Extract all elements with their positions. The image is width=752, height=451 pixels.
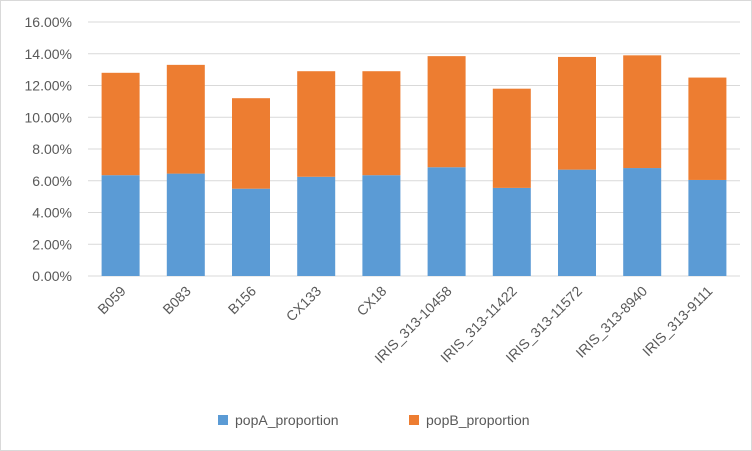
y-tick-label: 6.00% bbox=[32, 173, 72, 189]
x-tick-label: IRIS_313-9111 bbox=[639, 283, 716, 360]
bar-popA_proportion-B083 bbox=[166, 173, 205, 276]
legend: popA_proportion popB_proportion bbox=[218, 412, 530, 428]
bar-popB_proportion-IRIS_313-11422 bbox=[492, 88, 531, 188]
legend-swatch-popB_proportion bbox=[409, 415, 419, 425]
y-tick-label: 10.00% bbox=[25, 109, 72, 125]
x-axis: B059 B083 B156 CX133 CX18IRIS_313-10458IRIS_… bbox=[94, 283, 715, 367]
bar-popB_proportion-CX133 bbox=[297, 71, 336, 177]
x-tick-label: B083 bbox=[159, 283, 194, 318]
bar-popB_proportion-CX18 bbox=[362, 71, 401, 176]
y-tick-label: 0.00% bbox=[32, 268, 72, 284]
bar-popA_proportion-IRIS_313-11422 bbox=[492, 187, 531, 276]
legend-label: popB_proportion bbox=[426, 412, 530, 428]
bar-popA_proportion-IRIS_313-10458 bbox=[427, 167, 466, 276]
bar-popA_proportion-IRIS_313-9111 bbox=[688, 179, 727, 276]
y-tick-label: 14.00% bbox=[25, 46, 72, 62]
bars bbox=[101, 55, 727, 276]
x-tick-label: CX18 bbox=[353, 283, 389, 319]
legend-swatch-popA_proportion bbox=[218, 415, 228, 425]
y-tick-label: 2.00% bbox=[32, 236, 72, 252]
bar-popA_proportion-CX133 bbox=[297, 176, 336, 276]
x-tick-label: B059 bbox=[94, 283, 129, 318]
x-tick-label: B156 bbox=[225, 283, 260, 318]
bar-popA_proportion-IRIS_313-8940 bbox=[623, 168, 662, 276]
x-tick-label: CX133 bbox=[283, 283, 325, 325]
bar-popA_proportion-B059 bbox=[101, 175, 140, 276]
bar-popA_proportion-IRIS_313-11572 bbox=[558, 169, 596, 276]
bar-popB_proportion-IRIS_313-10458 bbox=[427, 56, 466, 168]
y-tick-label: 16.00% bbox=[25, 14, 72, 30]
bar-popB_proportion-IRIS_313-8940 bbox=[623, 55, 662, 169]
bar-popB_proportion-B083 bbox=[166, 64, 205, 174]
y-tick-label: 12.00% bbox=[25, 78, 72, 94]
bar-popA_proportion-B156 bbox=[232, 188, 270, 276]
legend-label: popA_proportion bbox=[235, 412, 339, 428]
bar-popB_proportion-IRIS_313-11572 bbox=[558, 56, 596, 170]
bar-popA_proportion-CX18 bbox=[362, 175, 401, 276]
y-tick-label: 4.00% bbox=[32, 205, 72, 221]
bar-popB_proportion-B059 bbox=[101, 72, 140, 176]
bar-popB_proportion-B156 bbox=[232, 98, 270, 189]
bar-popB_proportion-IRIS_313-9111 bbox=[688, 77, 727, 180]
y-axis: 0.00% 2.00% 4.00% 6.00% 8.00% 10.00% 12.00% 14.… bbox=[25, 14, 72, 284]
y-tick-label: 8.00% bbox=[32, 141, 72, 157]
